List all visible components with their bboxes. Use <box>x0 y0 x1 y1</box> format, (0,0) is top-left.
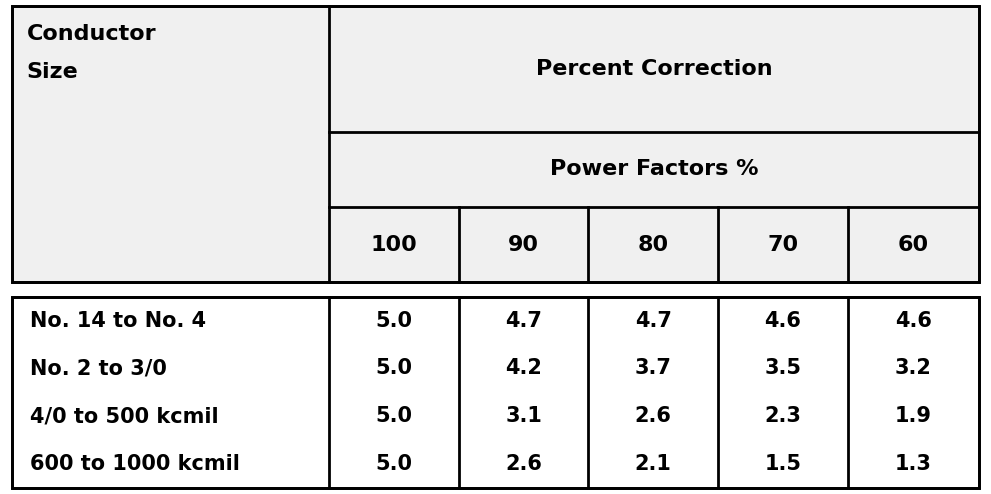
Text: No. 2 to 3/0: No. 2 to 3/0 <box>30 359 166 378</box>
Text: 4.6: 4.6 <box>764 311 801 330</box>
Bar <box>12 6 979 282</box>
Text: 4/0 to 500 kcmil: 4/0 to 500 kcmil <box>30 406 218 426</box>
Text: 5.0: 5.0 <box>376 311 412 330</box>
Text: 4.7: 4.7 <box>505 311 542 330</box>
Text: 4.2: 4.2 <box>505 359 542 378</box>
Text: 4.7: 4.7 <box>634 311 672 330</box>
Text: Percent Correction: Percent Correction <box>536 59 772 79</box>
Text: 5.0: 5.0 <box>376 406 412 426</box>
Text: Size: Size <box>27 62 78 82</box>
Text: Conductor: Conductor <box>27 24 157 43</box>
Bar <box>12 297 979 488</box>
Text: 3.1: 3.1 <box>505 406 542 426</box>
Bar <box>12 297 979 488</box>
Text: 3.5: 3.5 <box>764 359 802 378</box>
Text: 70: 70 <box>767 235 799 254</box>
Text: 5.0: 5.0 <box>376 454 412 474</box>
Text: 90: 90 <box>508 235 539 254</box>
Text: 2.3: 2.3 <box>764 406 801 426</box>
Text: 1.9: 1.9 <box>895 406 932 426</box>
Text: 1.5: 1.5 <box>764 454 802 474</box>
Text: 2.6: 2.6 <box>505 454 542 474</box>
Text: 4.6: 4.6 <box>895 311 932 330</box>
Text: 600 to 1000 kcmil: 600 to 1000 kcmil <box>30 454 240 474</box>
Text: Power Factors %: Power Factors % <box>550 160 758 179</box>
Bar <box>12 6 979 282</box>
Text: 80: 80 <box>637 235 669 254</box>
Text: 5.0: 5.0 <box>376 359 412 378</box>
Text: No. 14 to No. 4: No. 14 to No. 4 <box>30 311 206 330</box>
Text: 3.7: 3.7 <box>634 359 672 378</box>
Text: 1.3: 1.3 <box>895 454 932 474</box>
Text: 2.1: 2.1 <box>634 454 672 474</box>
Text: 60: 60 <box>898 235 929 254</box>
Text: 3.2: 3.2 <box>895 359 932 378</box>
Text: 100: 100 <box>371 235 417 254</box>
Text: 2.6: 2.6 <box>634 406 672 426</box>
